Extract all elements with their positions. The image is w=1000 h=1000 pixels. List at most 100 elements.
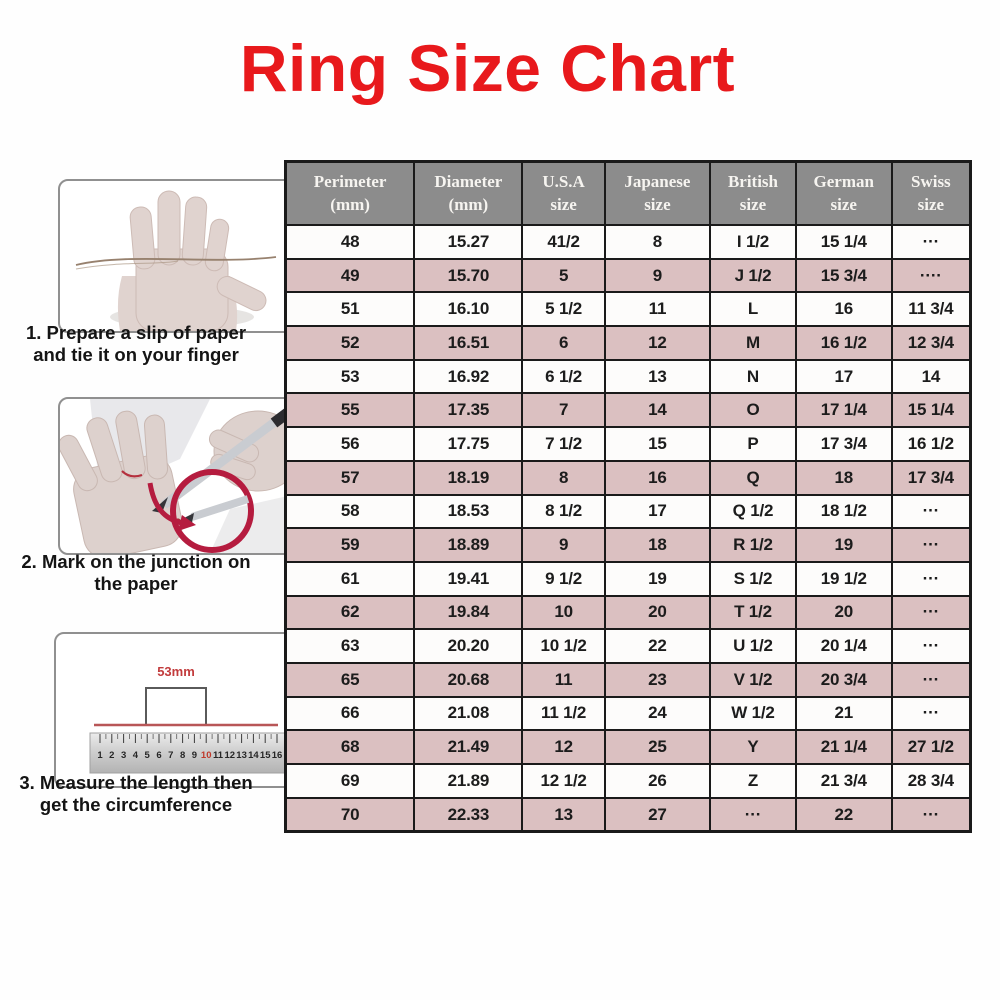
- step2-caption: 2. Mark on the junction on the paper: [0, 551, 272, 595]
- table-cell: 55: [284, 392, 416, 429]
- table-cell: 57: [284, 459, 416, 496]
- table-cell: 7 1/2: [521, 426, 606, 462]
- table-cell: 9: [603, 257, 712, 294]
- ruler-number: 2: [109, 750, 114, 761]
- table-cell: 20 3/4: [794, 661, 893, 698]
- table-row: 68 21.49 12 25 Y 21 1/4 27 1/2: [284, 729, 972, 765]
- table-cell: 52: [284, 325, 416, 361]
- table-header: Perimeter (mm) Diameter (mm) U.S.A size Japane…: [284, 160, 972, 226]
- ruler-number: 13: [236, 750, 247, 761]
- table-cell: 15: [603, 426, 712, 462]
- table-cell: P: [709, 426, 797, 462]
- table-cell: ···: [890, 560, 972, 597]
- step3-ruler-figure: 53mm 1 2 3 4 5 6 7 8 9 10 11 12 13 14 15 16: [54, 632, 300, 788]
- table-cell: 41/2: [521, 224, 606, 260]
- ruler-number: 6: [156, 750, 161, 761]
- table-cell: 16 1/2: [794, 325, 893, 361]
- table-cell: 21.89: [413, 763, 524, 799]
- table-row: 53 16.92 6 1/2 13 N 17 14: [284, 358, 972, 395]
- table-row: 61 19.41 9 1/2 19 S 1/2 19 1/2 ···: [284, 560, 972, 597]
- table-cell: ···: [890, 628, 972, 664]
- table-cell: 69: [284, 763, 416, 799]
- table-cell: 27 1/2: [890, 729, 972, 765]
- table-cell: 20: [603, 594, 712, 631]
- table-cell: 28 3/4: [890, 763, 972, 799]
- table-row: 59 18.89 9 18 R 1/2 19 ···: [284, 527, 972, 563]
- table-cell: 19: [603, 560, 712, 597]
- table-cell: ···: [709, 796, 797, 833]
- table-cell: 19.84: [413, 594, 524, 631]
- table-row: 63 20.20 10 1/2 22 U 1/2 20 1/4 ···: [284, 628, 972, 664]
- table-row: 55 17.35 7 14 O 17 1/4 15 1/4: [284, 392, 972, 429]
- ruler-illustration: 53mm 1 2 3 4 5 6 7 8 9 10 11 12 13 14 15 16: [89, 664, 293, 774]
- table-cell: 18.19: [413, 459, 524, 496]
- right-hand-with-pen: [152, 406, 292, 513]
- table-cell: 17.35: [413, 392, 524, 429]
- table-cell: 18.53: [413, 493, 524, 530]
- table-cell: 49: [284, 257, 416, 294]
- table-row: 48 15.27 41/2 8 I 1/2 15 1/4 ···: [284, 224, 972, 260]
- table-cell: V 1/2: [709, 661, 797, 698]
- ruler-number: 16: [272, 750, 283, 761]
- ruler-number: 9: [192, 750, 197, 761]
- table-cell: 12: [603, 325, 712, 361]
- table-row: 56 17.75 7 1/2 15 P 17 3/4 16 1/2: [284, 426, 972, 462]
- ruler-number: 1: [97, 750, 103, 761]
- table-body: 48 15.27 41/2 8 I 1/2 15 1/4 ··· 49 15.70 5 9 J 1/2…: [284, 224, 972, 833]
- table-header-cell: Diameter (mm): [413, 160, 524, 226]
- table-row: 65 20.68 11 23 V 1/2 20 3/4 ···: [284, 661, 972, 698]
- table-cell: 26: [603, 763, 712, 799]
- red-arrow-head: [178, 515, 196, 531]
- table-cell: 59: [284, 527, 416, 563]
- table-cell: 16 1/2: [890, 426, 972, 462]
- ruler-number: 4: [133, 750, 139, 761]
- table-cell: 5: [521, 257, 606, 294]
- table-header-cell: Japanese size: [603, 160, 712, 226]
- table-header-row: Perimeter (mm) Diameter (mm) U.S.A size Japane…: [284, 160, 972, 226]
- table-row: 66 21.08 11 1/2 24 W 1/2 21 ···: [284, 695, 972, 732]
- table-cell: ····: [890, 257, 972, 294]
- table-cell: 11: [521, 661, 606, 698]
- table-cell: 8: [603, 224, 712, 260]
- table-cell: 11 3/4: [890, 291, 972, 328]
- table-cell: 11: [603, 291, 712, 328]
- table-cell: 21.08: [413, 695, 524, 732]
- table-cell: 22.33: [413, 796, 524, 833]
- step1-hand-with-string-figure: [58, 179, 294, 333]
- table-cell: 17 3/4: [794, 426, 893, 462]
- table-cell: U 1/2: [709, 628, 797, 664]
- table-cell: ···: [890, 527, 972, 563]
- table-cell: W 1/2: [709, 695, 797, 732]
- ruler-number: 5: [145, 750, 151, 761]
- table-cell: I 1/2: [709, 224, 797, 260]
- ruler-number: 14: [248, 750, 259, 761]
- table-cell: 9 1/2: [521, 560, 606, 597]
- table-cell: 14: [603, 392, 712, 429]
- table-cell: 12: [521, 729, 606, 765]
- table-cell: T 1/2: [709, 594, 797, 631]
- table-row: 52 16.51 6 12 M 16 1/2 12 3/4: [284, 325, 972, 361]
- table-cell: 21 3/4: [794, 763, 893, 799]
- ring-size-table: Perimeter (mm) Diameter (mm) U.S.A size Japane…: [284, 160, 972, 834]
- table-cell: 15.27: [413, 224, 524, 260]
- table-cell: 16.10: [413, 291, 524, 328]
- table-cell: 10: [521, 594, 606, 631]
- table-cell: 19 1/2: [794, 560, 893, 597]
- table-header-cell: U.S.A size: [521, 160, 606, 226]
- table-header-cell: German size: [794, 160, 893, 226]
- pen-body: [161, 411, 287, 509]
- table-cell: 48: [284, 224, 416, 260]
- table-cell: 27: [603, 796, 712, 833]
- table-cell: N: [709, 358, 797, 395]
- table-cell: 15 1/4: [794, 224, 893, 260]
- red-arrow-icon: [147, 482, 183, 526]
- step2-caption-line1: 2. Mark on the junction on: [21, 551, 251, 572]
- table-cell: 21 1/4: [794, 729, 893, 765]
- table-cell: R 1/2: [709, 527, 797, 563]
- table-cell: ···: [890, 594, 972, 631]
- hand-with-string-illustration: [75, 190, 277, 331]
- table-cell: M: [709, 325, 797, 361]
- pen-tip: [152, 497, 168, 513]
- ruler-number: 11: [213, 750, 224, 761]
- table-cell: 19: [794, 527, 893, 563]
